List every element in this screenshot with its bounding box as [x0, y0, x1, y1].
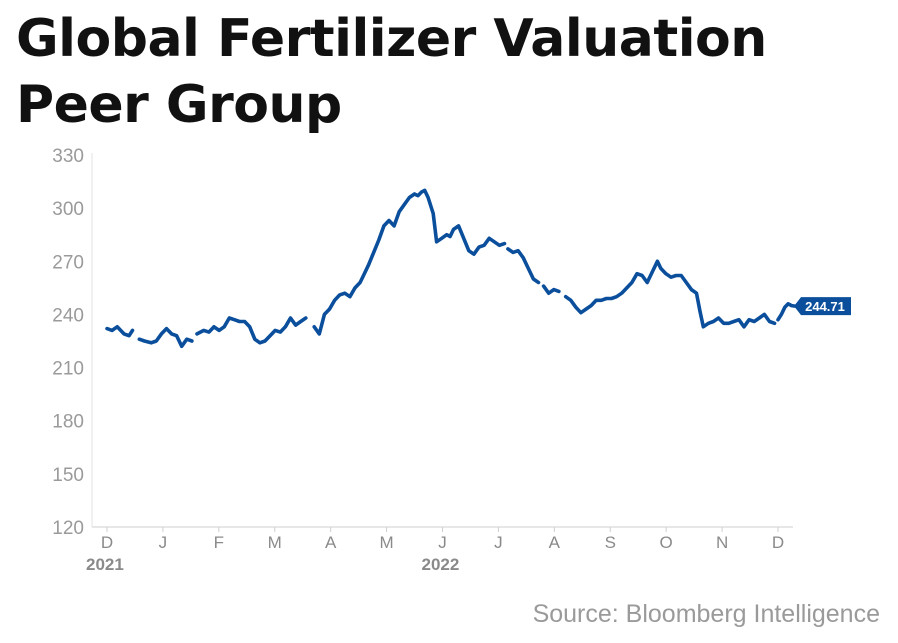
title-line-2: Peer Group — [16, 75, 342, 135]
series-line — [195, 316, 308, 345]
series-layer — [105, 188, 797, 349]
last-value-tag — [794, 297, 851, 316]
x-tick-label: M — [268, 533, 282, 552]
series-line — [541, 284, 561, 295]
series-line — [312, 188, 507, 336]
x-tick-label: M — [379, 533, 393, 552]
title-line-1: Global Fertilizer Valuation — [16, 9, 767, 69]
x-tick-label: J — [438, 533, 447, 552]
series-line — [563, 259, 777, 329]
last-value-marker: 244.71 — [794, 297, 851, 316]
series-line — [105, 325, 135, 338]
y-tick-label: 300 — [52, 199, 84, 220]
year-label: 2022 — [422, 555, 460, 574]
last-value-label: 244.71 — [805, 299, 845, 314]
x-tick-label: N — [716, 533, 728, 552]
x-tick-label: D — [101, 533, 113, 552]
y-tick-label: 270 — [52, 252, 84, 273]
y-tick-label: 120 — [52, 518, 84, 539]
series-line — [776, 302, 797, 322]
year-label: 2021 — [86, 555, 124, 574]
x-tick-label: F — [214, 533, 224, 552]
series-line — [137, 326, 194, 349]
x-tick-label: J — [494, 533, 503, 552]
y-axis: 120 150 180 210 240 270 300 330 — [52, 146, 84, 539]
y-tick-label: 330 — [52, 146, 84, 167]
x-tick-label: J — [159, 533, 168, 552]
y-tick-label: 150 — [52, 465, 84, 486]
source-note: Source: Bloomberg Intelligence — [532, 600, 880, 628]
x-tick-label: D — [772, 533, 784, 552]
x-tick-label: O — [660, 533, 673, 552]
x-tick-label: A — [549, 533, 561, 552]
x-axis: D J F M A M J J A S O N D 2021 2022 — [86, 527, 784, 574]
y-tick-label: 210 — [52, 359, 84, 380]
x-tick-label: S — [605, 533, 616, 552]
chart-title: Global Fertilizer Valuation Peer Group — [16, 6, 767, 138]
y-tick-label: 180 — [52, 412, 84, 433]
y-tick-label: 240 — [52, 305, 84, 326]
series-line — [506, 247, 541, 285]
x-tick-label: A — [325, 533, 337, 552]
